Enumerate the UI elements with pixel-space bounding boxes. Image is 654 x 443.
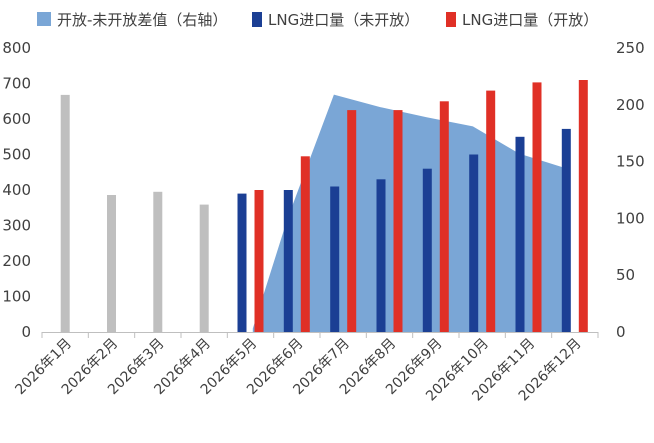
right-tick-label: 100 — [616, 209, 645, 227]
legend: 开放-未开放差值（右轴） LNG进口量（未开放） LNG进口量（开放） — [37, 11, 598, 29]
bar-not-opened — [469, 154, 479, 332]
left-tick-label: 100 — [2, 288, 31, 306]
right-tick-label: 0 — [616, 323, 626, 341]
legend-swatch — [37, 12, 51, 26]
bar-not-opened — [283, 190, 293, 332]
legend-swatch — [252, 12, 262, 27]
left-tick-label: 300 — [2, 217, 31, 235]
right-tick-label: 200 — [616, 96, 645, 114]
bar-opened — [578, 80, 588, 332]
left-tick-label: 0 — [21, 323, 31, 341]
left-tick-label: 600 — [2, 110, 31, 128]
bar-not-opened — [561, 128, 571, 332]
bar-historical — [107, 195, 116, 332]
bar-not-opened — [237, 193, 247, 332]
bar-historical — [153, 191, 163, 332]
legend-label: 开放-未开放差值（右轴） — [57, 11, 227, 29]
legend-label: LNG进口量（开放） — [462, 11, 598, 29]
left-tick-label: 800 — [2, 39, 31, 57]
bar-opened — [532, 82, 542, 333]
right-tick-label: 50 — [616, 266, 635, 284]
left-tick-label: 400 — [2, 181, 31, 199]
left-tick-label: 700 — [2, 75, 31, 93]
right-tick-label: 150 — [616, 153, 645, 171]
legend-swatch — [446, 12, 456, 27]
right-tick-label: 250 — [616, 39, 645, 57]
bar-not-opened — [330, 186, 340, 332]
bar-opened — [439, 101, 449, 333]
bars-layer — [60, 80, 588, 333]
bar-opened — [486, 90, 496, 332]
bar-historical — [60, 94, 70, 333]
bar-not-opened — [515, 136, 525, 333]
bar-not-opened — [376, 179, 386, 332]
bar-opened — [254, 190, 264, 332]
bar-opened — [347, 110, 357, 332]
left-tick-label: 200 — [2, 252, 31, 270]
left-tick-label: 500 — [2, 146, 31, 164]
bar-historical — [199, 204, 209, 332]
legend-label: LNG进口量（未开放） — [268, 11, 419, 29]
bar-opened — [300, 156, 310, 332]
bar-opened — [393, 110, 403, 332]
bar-not-opened — [422, 168, 432, 332]
